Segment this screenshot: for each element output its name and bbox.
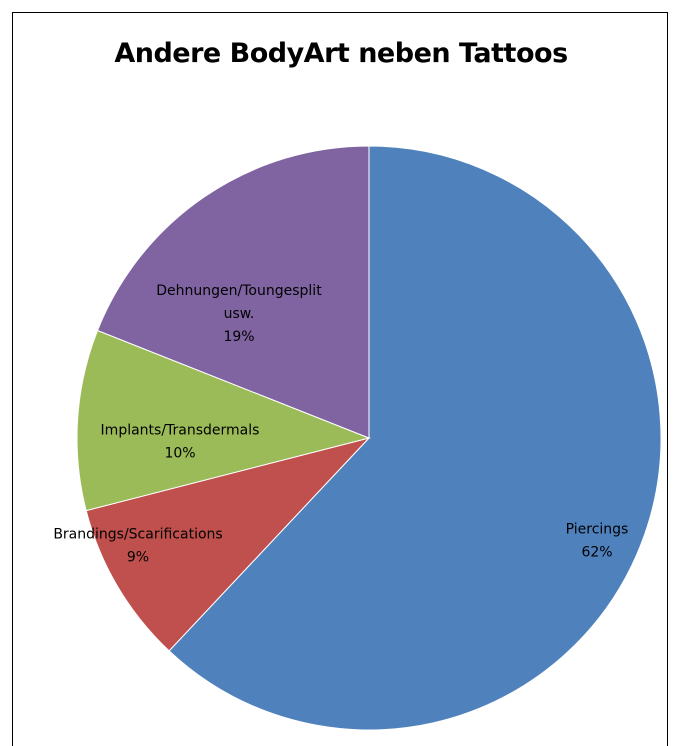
pie-slice xyxy=(85,437,371,652)
slice-label: Piercings 62% xyxy=(566,522,629,561)
slice-label: Dehnungen/Toungesplit usw. 19% xyxy=(156,283,322,345)
chart-title: Andere BodyArt neben Tattoos xyxy=(114,38,568,69)
slice-label: Implants/Transdermals 10% xyxy=(101,423,260,462)
pie-slice xyxy=(76,329,371,512)
pie-slice xyxy=(96,145,370,439)
pie-slice xyxy=(168,145,662,731)
slice-label: Brandings/Scarifications 9% xyxy=(53,527,222,566)
